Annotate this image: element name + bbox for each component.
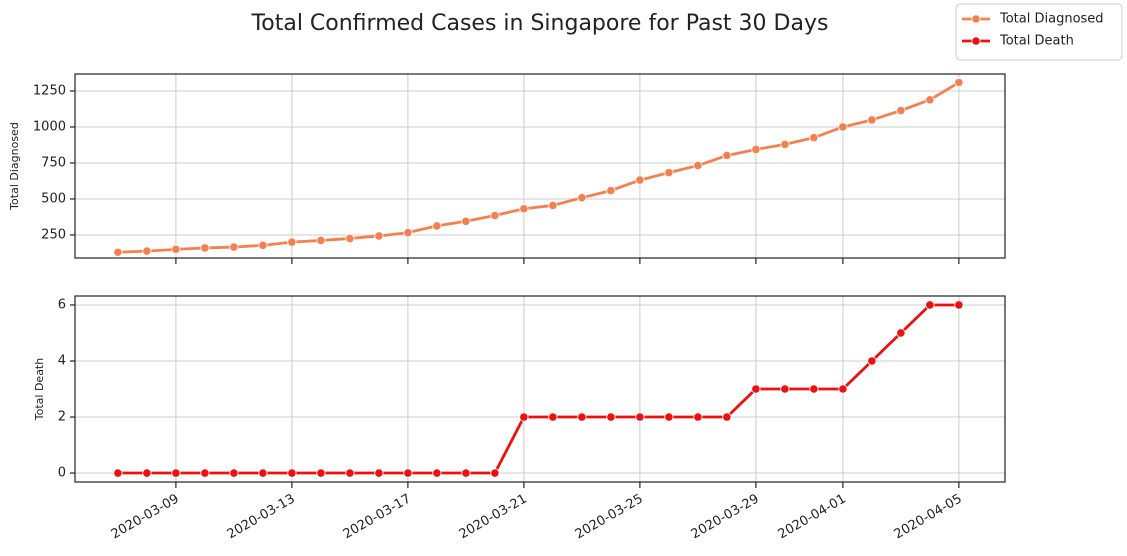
y-tick-label: 1250: [33, 83, 66, 98]
point: [751, 144, 761, 155]
point: [954, 77, 964, 88]
point: [838, 122, 848, 132]
y-tick-label: 6: [58, 297, 66, 312]
point: [519, 204, 529, 214]
point: [548, 200, 558, 211]
point: [896, 328, 906, 338]
point: [432, 221, 442, 231]
point: [838, 384, 848, 394]
point: [461, 468, 471, 478]
point: [664, 168, 674, 178]
point: [171, 468, 181, 478]
point: [490, 468, 500, 478]
point: [113, 468, 123, 478]
x-tick-label: 2020-03-17: [341, 492, 414, 543]
point: [577, 412, 587, 422]
point: [229, 468, 239, 478]
y-tick-label: 1000: [33, 119, 66, 134]
legend: Total Diagnosed Total Death: [955, 3, 1123, 61]
point: [577, 193, 587, 203]
x-tick-label: 2020-04-01: [776, 492, 849, 543]
point: [258, 240, 268, 250]
point: [374, 468, 384, 478]
point: [606, 186, 616, 196]
x-tick-label: 2020-03-21: [457, 492, 530, 543]
x-tick-label: 2020-04-05: [892, 492, 965, 543]
point: [316, 468, 326, 478]
point: [113, 247, 123, 257]
point: [200, 243, 210, 253]
y-tick-label: 250: [41, 227, 66, 242]
legend-marker: [971, 14, 981, 24]
point: [287, 468, 297, 478]
point: [780, 139, 790, 150]
point: [403, 468, 413, 478]
point: [374, 231, 384, 241]
series-line: [117, 303, 959, 475]
point: [722, 150, 732, 161]
x-tick-label: 2020-03-09: [109, 492, 182, 543]
y-axis-label: Total Death: [33, 358, 46, 421]
point: [606, 412, 616, 422]
point: [635, 175, 645, 185]
point: [693, 412, 703, 422]
axes-frame: [74, 295, 1006, 483]
point: [229, 242, 239, 252]
point: [896, 105, 906, 116]
legend-box: [955, 3, 1123, 61]
point: [867, 115, 877, 125]
y-tick-label: 500: [41, 191, 66, 206]
point: [809, 133, 819, 143]
x-tick-label: 2020-03-25: [573, 492, 646, 543]
point: [635, 412, 645, 422]
point: [461, 216, 471, 226]
point: [693, 160, 703, 171]
point: [867, 356, 877, 366]
chart-title: Total Confirmed Cases in Singapore for P…: [251, 11, 829, 36]
point: [287, 237, 297, 247]
point: [954, 300, 964, 310]
point: [403, 228, 413, 238]
legend-label: Total Death: [999, 34, 1074, 49]
point: [722, 412, 732, 422]
y-tick-label: 2: [58, 410, 66, 425]
y-tick-label: 4: [58, 353, 66, 368]
point: [200, 468, 210, 478]
y-tick-label: 0: [58, 466, 66, 481]
point: [925, 300, 935, 310]
y-tick-label: 750: [41, 155, 66, 170]
series-line: [117, 81, 960, 254]
point: [432, 468, 442, 478]
x-tick-label: 2020-03-13: [225, 492, 298, 543]
legend-label: Total Diagnosed: [999, 12, 1104, 27]
point: [809, 384, 819, 394]
point: [316, 235, 326, 246]
axes-frame: [74, 73, 1006, 259]
point: [780, 384, 790, 394]
point: [142, 246, 152, 256]
point: [519, 412, 529, 422]
point: [490, 210, 500, 221]
point: [548, 412, 558, 422]
point: [345, 468, 355, 478]
legend-marker: [971, 36, 981, 46]
y-axis-label: Total Diagnosed: [8, 122, 21, 211]
point: [751, 384, 761, 394]
point: [925, 95, 935, 105]
point: [345, 233, 355, 244]
x-tick-label: 2020-03-29: [689, 492, 762, 543]
point: [258, 468, 268, 478]
point: [142, 468, 152, 478]
point: [171, 244, 181, 254]
point: [664, 412, 674, 422]
